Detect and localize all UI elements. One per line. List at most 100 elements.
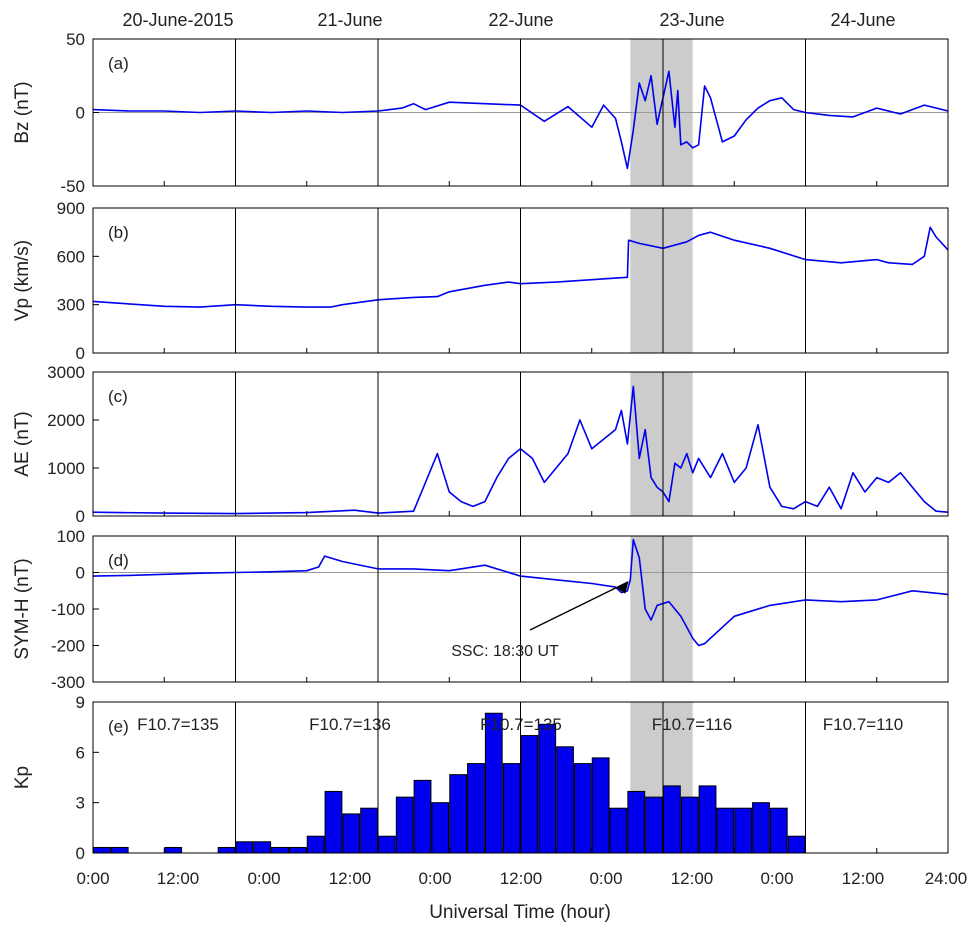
kp-bar xyxy=(271,846,289,854)
y-tick-label: 0 xyxy=(76,564,85,583)
x-tick-label: 12:00 xyxy=(671,869,714,888)
kp-bar xyxy=(591,757,610,854)
y-tick-label: 600 xyxy=(57,247,85,266)
kp-bar xyxy=(502,763,521,854)
kp-bar xyxy=(324,790,343,854)
x-tick-label: 0:00 xyxy=(76,869,109,888)
kp-bar xyxy=(93,846,111,854)
shaded-interval xyxy=(630,372,693,516)
x-axis-title: Universal Time (hour) xyxy=(429,902,611,923)
panel-4: F10.7=135 F10.7=136 F10.7=135 F10.7=116 F10.… xyxy=(12,693,949,863)
y-tick-label: 1000 xyxy=(47,459,85,478)
kp-bar xyxy=(769,807,788,854)
kp-bar xyxy=(360,807,378,854)
kp-bar xyxy=(288,846,307,854)
panel-letter: (c) xyxy=(108,387,128,406)
panel-letter: (b) xyxy=(108,223,129,242)
y-axis-title: SYM-H (nT) xyxy=(12,558,33,659)
kp-bar xyxy=(306,835,325,854)
y-tick-label: 50 xyxy=(66,30,85,49)
y-axis-title: Vp (km/s) xyxy=(12,240,33,321)
kp-bar xyxy=(484,712,503,854)
kp-bar xyxy=(556,746,574,854)
y-tick-label: 3 xyxy=(76,794,85,813)
kp-bar xyxy=(752,802,770,854)
shaded-interval xyxy=(630,208,693,353)
kp-bar xyxy=(573,763,592,854)
kp-bar xyxy=(609,807,628,854)
series-line xyxy=(92,538,949,647)
y-axis-title: Bz (nT) xyxy=(12,81,33,143)
x-tick-label: 0:00 xyxy=(247,869,280,888)
day-label: 23-June xyxy=(659,10,724,30)
day-labels: 20-June-2015 21-June 22-June 23-June 24-… xyxy=(122,10,895,30)
y-tick-label: 9 xyxy=(76,693,85,712)
panel-letter: (d) xyxy=(108,551,129,570)
kp-bar xyxy=(663,785,681,854)
kp-bar xyxy=(164,846,183,854)
shaded-interval xyxy=(630,536,693,682)
kp-bar xyxy=(235,841,254,854)
x-tick-label: 0:00 xyxy=(760,869,793,888)
x-tick-label: 24:00 xyxy=(925,869,968,888)
kp-bar xyxy=(698,785,717,854)
day-label: 20-June-2015 xyxy=(122,10,233,30)
day-label: 21-June xyxy=(317,10,382,30)
y-tick-label: 0 xyxy=(76,344,85,363)
panel-0: 50 0 -50 (a) Bz (nT) xyxy=(12,30,949,196)
panel-3: 100 0 -100 -200 -300 (d) SYM-H (nT) xyxy=(12,527,949,692)
x-tick-label: 12:00 xyxy=(157,869,200,888)
x-tick-label: 12:00 xyxy=(842,869,885,888)
day-label: 22-June xyxy=(488,10,553,30)
y-tick-label: 0 xyxy=(76,507,85,526)
y-tick-label: -100 xyxy=(51,600,85,619)
kp-bar xyxy=(716,807,735,854)
y-tick-label: -300 xyxy=(51,673,85,692)
f107-label: F10.7=116 xyxy=(652,715,733,734)
x-tick-label: 0:00 xyxy=(589,869,622,888)
panel-2: 3000 2000 1000 0 (c) AE (nT) xyxy=(12,363,949,526)
series-line xyxy=(92,385,949,515)
y-tick-label: 300 xyxy=(57,296,85,315)
panel-letter: (a) xyxy=(108,54,129,73)
kp-bar xyxy=(413,779,432,854)
kp-bar xyxy=(538,723,557,854)
f107-label: F10.7=135 xyxy=(137,715,219,734)
y-axis-title: Kp xyxy=(12,766,33,789)
ssc-annotation: SSC: 18:30 UT xyxy=(451,581,629,660)
x-axis: 0:00 12:00 0:00 12:00 0:00 12:00 0:00 12… xyxy=(76,869,967,923)
kp-bar xyxy=(449,774,468,854)
y-tick-label: 900 xyxy=(57,199,85,218)
kp-bar xyxy=(627,790,646,854)
kp-bar xyxy=(378,835,396,854)
panel-1: 900 600 300 0 (b) Vp (km/s) xyxy=(12,199,949,363)
f107-label: F10.7=110 xyxy=(823,715,904,734)
kp-bar xyxy=(680,796,699,854)
kp-bar xyxy=(467,763,485,854)
y-tick-label: 2000 xyxy=(47,411,85,430)
y-tick-label: 100 xyxy=(57,527,85,546)
x-tick-label: 0:00 xyxy=(418,869,451,888)
annotation-arrowhead xyxy=(616,581,629,594)
kp-bar xyxy=(787,835,806,854)
y-tick-label: 0 xyxy=(76,104,85,123)
kp-bar xyxy=(110,846,129,854)
kp-bar xyxy=(342,813,361,854)
y-tick-label: 3000 xyxy=(47,363,85,382)
annotation-arrow-line xyxy=(529,581,629,631)
kp-bar xyxy=(217,846,236,854)
y-axis-title: AE (nT) xyxy=(12,411,33,476)
x-tick-label: 12:00 xyxy=(500,869,543,888)
kp-bar xyxy=(520,735,539,854)
annotation-text: SSC: 18:30 UT xyxy=(451,643,559,660)
series-line xyxy=(92,70,949,170)
kp-bar xyxy=(734,807,753,854)
y-tick-label: 0 xyxy=(76,844,85,863)
kp-bar xyxy=(431,802,450,854)
y-tick-label: 6 xyxy=(76,743,85,762)
f107-label: F10.7=136 xyxy=(309,715,391,734)
kp-bar xyxy=(645,796,663,854)
day-label: 24-June xyxy=(830,10,895,30)
